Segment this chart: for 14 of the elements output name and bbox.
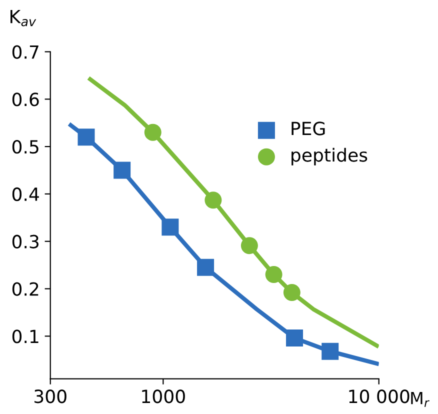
x-tick-label: 1000 [142, 390, 185, 404]
y-tick-label: 0.2 [12, 282, 38, 296]
y-tick-label: 0.1 [12, 330, 38, 344]
y-tick-label: 0.7 [12, 45, 38, 59]
y-tick-label: 0.3 [12, 234, 39, 248]
legend-label: peptides [292, 148, 368, 166]
x-tick-label: 300 [34, 390, 66, 404]
y-axis-title: K$_{av}$ [10, 10, 36, 26]
x-axis-title: M$_{r}$ [411, 392, 430, 407]
legend-label: PEG [292, 122, 325, 136]
y-tick-label: 0.5 [12, 140, 38, 154]
y-tick-label: 0.6 [12, 92, 39, 106]
x-tick-label: 10 000 [349, 390, 410, 404]
y-tick-label: 0.4 [12, 187, 39, 202]
